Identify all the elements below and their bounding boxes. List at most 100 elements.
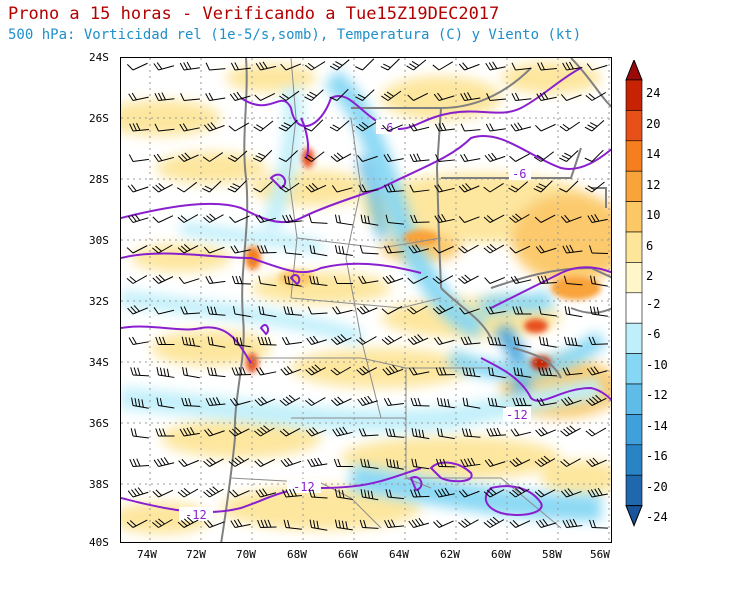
wind-barb <box>358 275 379 284</box>
lat-label: 28S <box>89 173 109 186</box>
wind-barb <box>156 367 175 378</box>
wind-barb <box>462 397 481 409</box>
wind-barb <box>483 243 505 254</box>
lon-label: 62W <box>440 548 460 561</box>
wind-barb <box>381 305 403 315</box>
wind-barb <box>458 62 480 71</box>
wind-barb <box>304 61 326 71</box>
wind-barb <box>129 122 149 132</box>
colorbar-tick: -10 <box>646 358 668 372</box>
colorbar-tick: 12 <box>646 178 661 192</box>
wind-barb <box>487 397 506 408</box>
lon-label: 72W <box>186 548 206 561</box>
lat-label: 32S <box>89 295 109 308</box>
wind-barb <box>153 457 175 467</box>
wind-barb <box>308 489 328 499</box>
wind-barb <box>228 122 250 132</box>
wind-barb <box>536 397 557 406</box>
wind-barb <box>284 275 302 287</box>
wind-barb <box>509 213 530 223</box>
wind-barb <box>586 63 608 71</box>
wind-barb <box>233 306 251 318</box>
wind-barb <box>513 336 532 348</box>
wind-barb <box>407 92 429 101</box>
temperature-contours <box>121 67 611 516</box>
wind-barb <box>309 519 328 531</box>
wind-barb <box>257 519 277 528</box>
wind-barb <box>585 427 607 437</box>
wind-barb <box>536 92 557 101</box>
wind-barb <box>176 181 198 193</box>
wind-barb <box>407 305 428 315</box>
contour-label-group: -6 -6 -12 -12 -12 <box>179 120 531 522</box>
wind-barb <box>304 89 324 101</box>
wind-barb <box>510 122 532 132</box>
wind-barb <box>511 62 532 71</box>
wind-barb <box>559 180 579 193</box>
wind-barb <box>535 245 557 254</box>
colorbar-segment <box>625 322 643 354</box>
wind-barb <box>231 275 252 285</box>
wind-barb <box>153 307 175 315</box>
wind-barb <box>460 123 481 132</box>
wind-barb <box>127 305 148 315</box>
lon-label: 58W <box>542 548 562 561</box>
wind-barb <box>153 153 175 162</box>
wind-barb <box>279 427 301 437</box>
wind-barb <box>253 180 273 193</box>
wind-barb <box>127 213 149 223</box>
wind-barb <box>435 367 456 376</box>
wind-barb <box>535 427 556 437</box>
wind-barb <box>179 61 200 71</box>
wind-barb <box>227 180 247 193</box>
wind-barb <box>255 367 277 376</box>
wind-barb <box>385 214 404 225</box>
wind-barb <box>409 153 430 162</box>
wind-barb <box>254 92 276 101</box>
wind-barb <box>408 123 430 132</box>
wind-barb <box>432 275 454 284</box>
wind-barb <box>434 487 455 498</box>
colorbar-tick: -24 <box>646 510 668 524</box>
wind-barb <box>227 150 248 162</box>
colorbar-segment <box>625 140 643 172</box>
wind-barb <box>203 122 225 132</box>
wind-barb <box>360 214 379 226</box>
wind-barb <box>408 244 430 254</box>
wind-barb <box>458 183 480 193</box>
wind-barb <box>258 306 277 318</box>
wind-barb <box>512 306 532 315</box>
wind-barb <box>586 366 608 376</box>
wind-barb <box>280 457 302 467</box>
wind-barb <box>382 364 404 376</box>
wind-barb <box>154 123 175 132</box>
wind-barb <box>533 180 553 193</box>
wind-barb <box>178 152 199 162</box>
contour-label: -12 <box>506 408 528 422</box>
lon-label: 66W <box>338 548 358 561</box>
wind-barb <box>533 151 554 162</box>
wind-barb <box>282 214 302 223</box>
wind-barb <box>282 488 302 498</box>
wind-barb <box>281 336 302 345</box>
contour-label: -6 <box>379 121 393 135</box>
wind-barb <box>308 214 328 224</box>
wind-barb <box>334 245 353 256</box>
wind-barb <box>329 88 349 101</box>
wind-barb <box>485 123 506 132</box>
colorbar-tick: -14 <box>646 419 668 433</box>
positive-vorticity-maxima <box>245 148 601 373</box>
wind-barb <box>509 486 530 498</box>
wind-barb <box>355 58 375 71</box>
wind-barb <box>203 457 224 467</box>
wind-barb <box>279 182 300 193</box>
colorbar-segment <box>625 79 643 111</box>
lat-label: 38S <box>89 478 109 491</box>
wind-barb <box>179 123 200 132</box>
colorbar-tick: -6 <box>646 327 661 341</box>
wind-barb <box>182 367 200 379</box>
wind-barb <box>255 214 277 223</box>
wind-barb <box>229 215 250 223</box>
wind-barb <box>484 276 505 284</box>
wind-barb <box>381 335 403 345</box>
